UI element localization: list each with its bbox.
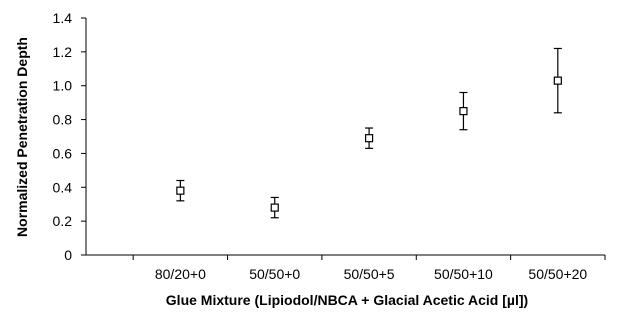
- data-point: [553, 76, 562, 85]
- x-tick-label: 50/50+10: [434, 266, 493, 282]
- y-axis-title: Normalized Penetration Depth: [14, 37, 30, 237]
- data-point: [270, 203, 279, 212]
- y-tick-label: 0.4: [53, 179, 73, 195]
- y-tick-label: 1.2: [53, 44, 73, 60]
- y-tick-label: 0: [64, 247, 72, 263]
- x-tick-label: 80/20+0: [155, 266, 206, 282]
- y-tick-label: 0.6: [53, 145, 73, 161]
- data-points: [176, 47, 562, 219]
- y-tick-label: 1.4: [53, 10, 73, 26]
- x-axis: 80/20+0 50/50+0 50/50+5 50/50+10 50/50+20: [86, 254, 606, 282]
- x-tick-label: 50/50+0: [249, 266, 300, 282]
- x-tick-label: 50/50+5: [344, 266, 395, 282]
- x-tick-label: 50/50+20: [528, 266, 587, 282]
- y-tick-label: 0.8: [53, 112, 73, 128]
- data-point: [364, 134, 374, 143]
- x-axis-title: Glue Mixture (Lipiodol/NBCA + Glacial Ac…: [166, 292, 528, 308]
- y-tick-label: 1.0: [53, 78, 73, 94]
- y-tick-label: 0.2: [53, 213, 73, 229]
- y-axis: 0 0.2 0.4 0.6 0.8 1.0 1.2 1.4: [53, 10, 87, 263]
- data-point: [176, 186, 185, 195]
- data-point: [459, 107, 468, 116]
